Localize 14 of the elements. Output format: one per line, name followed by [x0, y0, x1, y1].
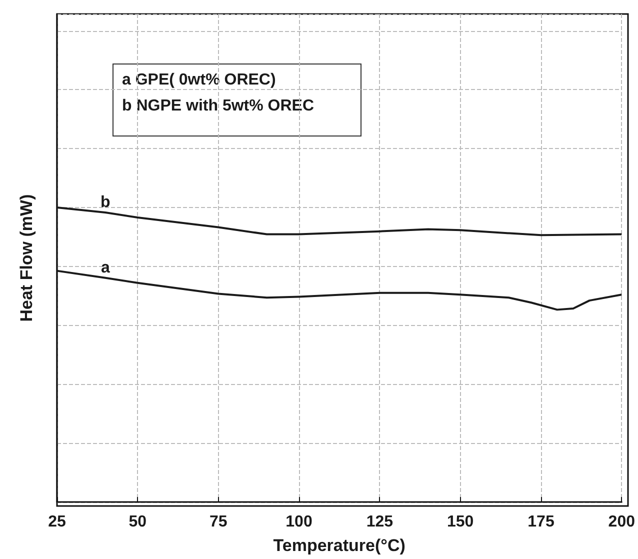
text: b NGPE with 5wt% OREC — [122, 98, 314, 114]
x-tick-label: 175 — [528, 514, 554, 530]
x-tick-label: 200 — [608, 514, 636, 530]
text: a GPE( 0wt% OREC) — [122, 72, 276, 88]
y-axis-title: Heat Flow (mW) — [17, 194, 36, 322]
x-tick-label: 150 — [446, 514, 474, 530]
x-tick-label: 125 — [366, 514, 394, 530]
x-tick-label: 75 — [209, 514, 228, 530]
series-label: a — [100, 259, 110, 276]
x-tick-label: 25 — [48, 514, 66, 530]
series-label: b — [100, 194, 111, 211]
x-tick-label: 100 — [286, 514, 312, 530]
x-axis-title: Temperature(°C) — [273, 536, 406, 555]
x-tick-label: 50 — [128, 514, 147, 530]
